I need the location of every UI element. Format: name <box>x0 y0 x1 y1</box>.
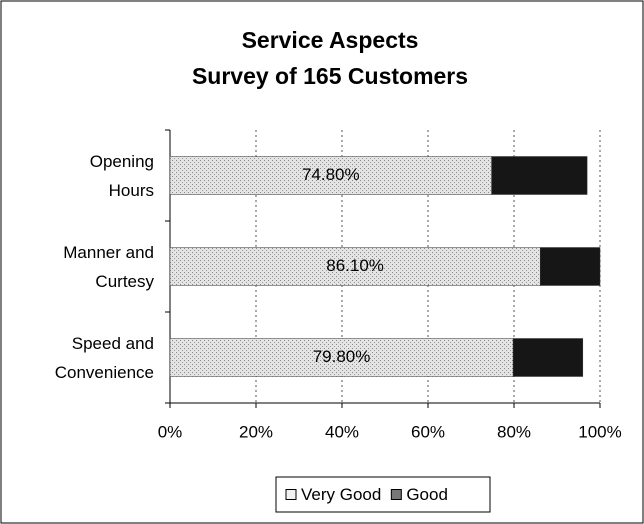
y-tick-label: Manner and Curtesy <box>63 242 154 291</box>
legend-label: Good <box>406 485 448 504</box>
value-label: 79.80% <box>313 347 371 366</box>
chart-subtitle: Survey of 165 Customers <box>192 63 468 89</box>
y-tick-label: Speed and Convenience <box>54 333 154 382</box>
bar-segment <box>539 247 601 286</box>
legend-label: Very Good <box>301 485 381 504</box>
value-label: 74.80% <box>302 165 360 184</box>
x-tick-label: 20% <box>239 422 273 441</box>
legend-box <box>275 476 491 513</box>
y-tick-label: Opening Hours <box>89 151 154 200</box>
x-tick-label: 100% <box>578 422 621 441</box>
legend-swatch <box>390 489 402 500</box>
x-tick-label: 60% <box>411 422 445 441</box>
bar-segment <box>491 156 588 195</box>
bar-segment <box>512 338 584 377</box>
bar-segment <box>169 338 514 377</box>
legend-swatch <box>285 489 297 500</box>
bar-segment <box>169 247 541 286</box>
x-tick-label: 80% <box>497 422 531 441</box>
x-tick-label: 0% <box>158 422 183 441</box>
bar-segment <box>169 156 492 195</box>
chart-title: Service Aspects <box>242 27 419 53</box>
x-tick-label: 40% <box>325 422 359 441</box>
value-label: 86.10% <box>326 256 384 275</box>
